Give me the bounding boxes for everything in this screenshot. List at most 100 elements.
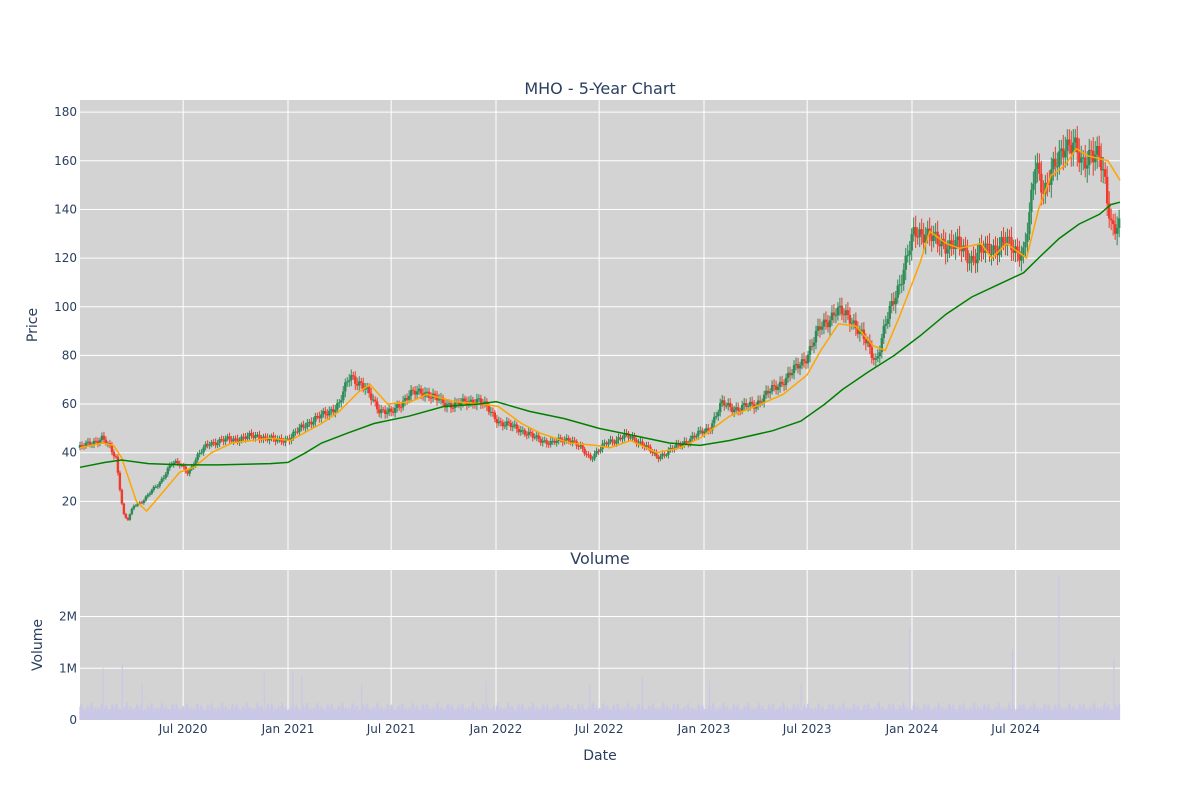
- volume-bar: [230, 710, 232, 720]
- volume-bar: [1100, 707, 1102, 720]
- candle-body-down: [433, 393, 437, 396]
- volume-bar: [327, 703, 329, 720]
- volume-bar: [901, 705, 904, 720]
- volume-bar: [582, 703, 584, 720]
- volume-bar: [384, 708, 386, 720]
- candle-body-down: [567, 437, 570, 441]
- volume-bar: [348, 707, 350, 720]
- candle-body-up: [888, 305, 891, 320]
- candle-body-down: [986, 243, 989, 245]
- volume-bar: [555, 707, 557, 720]
- volume-bar: [516, 707, 518, 720]
- volume-bar: [1054, 704, 1056, 720]
- candle-body-up: [910, 234, 913, 251]
- candle-body-down: [804, 361, 808, 364]
- volume-bar: [488, 712, 490, 720]
- volume-bar: [647, 707, 649, 720]
- volume-bar: [743, 706, 745, 720]
- volume-bar: [338, 707, 340, 720]
- candle-body-up: [134, 505, 138, 507]
- candle-body-up: [156, 486, 159, 488]
- candle-body-down: [258, 434, 261, 440]
- volume-bar: [369, 708, 372, 720]
- volume-bar: [775, 709, 777, 720]
- candle-body-up: [543, 440, 546, 442]
- volume-bar: [329, 711, 331, 720]
- price-y-tick-label: 80: [62, 348, 77, 362]
- volume-bar: [167, 711, 169, 720]
- candle-body-down: [94, 440, 98, 442]
- volume-bar: [688, 706, 691, 720]
- candle-body-down: [856, 328, 860, 334]
- volume-bar: [930, 709, 932, 720]
- volume-bar: [542, 703, 544, 720]
- volume-bar: [862, 710, 864, 720]
- candle-body-down: [577, 445, 580, 447]
- volume-bar: [365, 707, 367, 720]
- volume-bar: [967, 709, 969, 720]
- volume-bar: [949, 706, 952, 720]
- candle-body-up: [336, 403, 339, 410]
- candle-body-up: [725, 405, 728, 407]
- volume-bar: [937, 702, 940, 720]
- volume-bar: [838, 705, 841, 720]
- volume-bar: [795, 709, 797, 720]
- volume-bar: [699, 706, 701, 720]
- volume-bar: [878, 702, 880, 720]
- volume-bar: [484, 711, 486, 720]
- candle-body-down: [972, 255, 975, 260]
- volume-bar: [114, 707, 116, 720]
- volume-bar: [121, 664, 123, 720]
- volume-bar: [374, 711, 376, 720]
- volume-bar: [730, 709, 732, 720]
- volume-bar: [963, 703, 965, 720]
- candle-body-down: [958, 236, 961, 248]
- volume-bar: [628, 703, 630, 720]
- volume-bar: [976, 708, 978, 720]
- volume-bar: [912, 705, 914, 720]
- volume-bar: [1035, 710, 1038, 720]
- candle-body-down: [383, 409, 387, 414]
- volume-bar: [728, 710, 731, 720]
- volume-bar: [337, 706, 339, 720]
- candle-body-down: [930, 236, 933, 242]
- volume-bar: [334, 708, 336, 720]
- volume-bar: [1007, 707, 1009, 720]
- candle-body-up: [144, 496, 148, 501]
- volume-bar: [942, 707, 944, 720]
- volume-bar: [567, 702, 569, 720]
- volume-bar: [239, 709, 241, 720]
- volume-bar: [218, 707, 220, 720]
- candle-body-down: [960, 247, 963, 252]
- volume-bar: [248, 711, 250, 720]
- candle-body-down: [774, 385, 778, 390]
- volume-bar: [107, 711, 109, 720]
- volume-bar: [421, 705, 423, 720]
- volume-bar: [189, 707, 191, 720]
- volume-bar: [941, 708, 943, 720]
- volume-bar: [925, 707, 927, 720]
- volume-bar: [309, 709, 311, 720]
- candle-body-up: [976, 252, 979, 264]
- candle-body-down: [397, 404, 401, 408]
- candle-body-up: [168, 465, 171, 469]
- volume-bar: [805, 710, 807, 720]
- volume-bar: [191, 711, 194, 720]
- candle-body-down: [296, 431, 299, 433]
- volume-bar: [891, 706, 893, 720]
- volume-bar: [1028, 708, 1030, 720]
- volume-bar: [305, 706, 307, 720]
- volume-bar: [854, 708, 857, 720]
- volume-bar: [589, 684, 591, 720]
- volume-bar: [1070, 708, 1072, 720]
- volume-bar: [705, 709, 707, 720]
- volume-bar: [235, 703, 237, 720]
- volume-bar: [433, 706, 435, 720]
- volume-bar: [653, 703, 655, 720]
- volume-bar: [537, 710, 539, 720]
- candle-body-down: [354, 376, 357, 384]
- volume-bar: [331, 703, 333, 720]
- volume-bar: [443, 708, 446, 720]
- volume-bar: [1069, 703, 1071, 720]
- volume-bar: [777, 711, 779, 720]
